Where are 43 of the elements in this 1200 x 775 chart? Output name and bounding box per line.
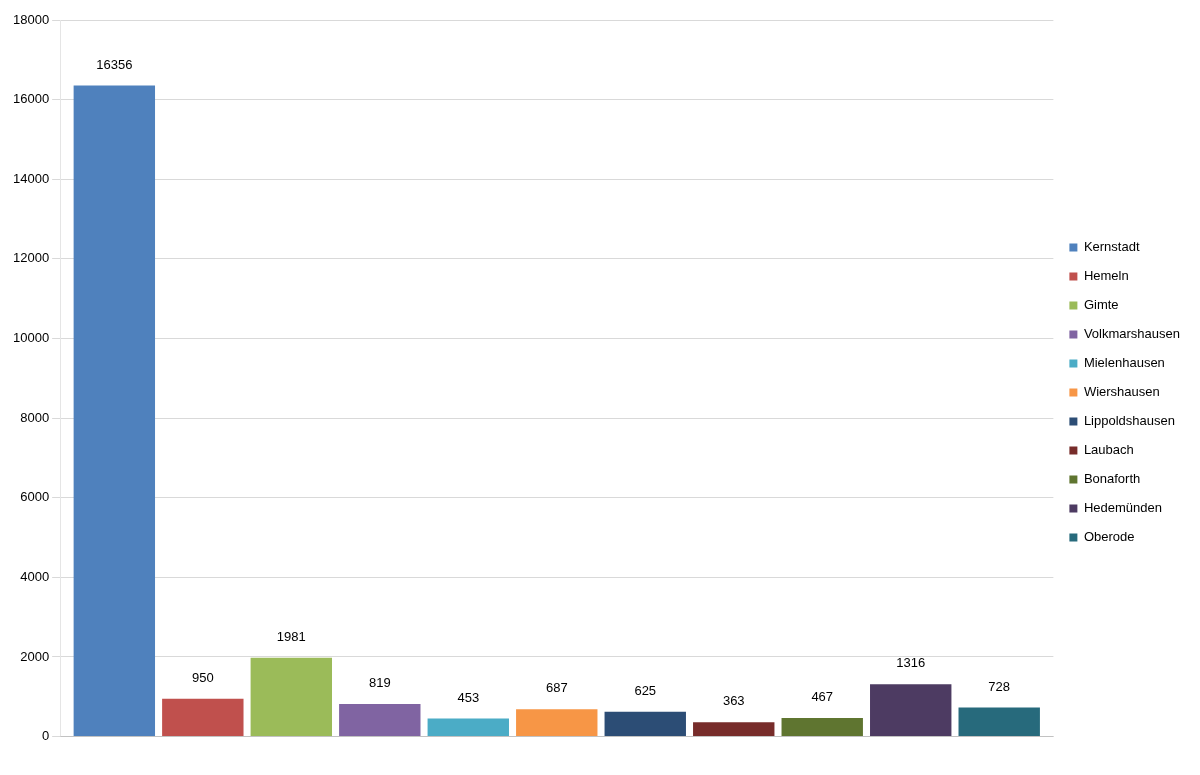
legend-label: Lippoldshausen (1083, 413, 1175, 429)
legend-label: Wiershausen (1083, 384, 1160, 400)
data-label: 1981 (276, 628, 306, 644)
legend-label: Volkmarshausen (1083, 326, 1181, 342)
y-tick-label: 2000 (20, 648, 50, 664)
y-tick-label: 12000 (12, 250, 50, 266)
y-tick-label: 6000 (20, 489, 50, 505)
y-tick-label: 18000 (12, 11, 50, 27)
y-tick-label: 10000 (12, 330, 50, 346)
legend-label: Kernstadt (1083, 239, 1140, 255)
data-label: 625 (634, 682, 657, 698)
bar (693, 722, 775, 737)
data-label: 467 (811, 689, 834, 705)
y-tick-label: 8000 (20, 409, 50, 425)
y-tick-label: 4000 (20, 568, 50, 584)
legend-label: Oberode (1083, 529, 1135, 545)
y-tick-label: 14000 (12, 170, 50, 186)
bar (250, 657, 333, 737)
bar (162, 698, 244, 737)
bar (73, 85, 156, 737)
bar (958, 707, 1040, 737)
y-tick-label: 0 (41, 728, 50, 744)
legend-label: Mielenhausen (1083, 355, 1165, 371)
data-label: 728 (988, 678, 1011, 694)
legend-label: Hedemünden (1083, 500, 1162, 516)
data-label: 363 (722, 693, 745, 709)
data-label: 16356 (96, 56, 133, 72)
legend-label: Bonaforth (1083, 471, 1141, 487)
legend-label: Gimte (1083, 297, 1119, 313)
bar (604, 711, 686, 737)
bar (339, 704, 421, 737)
data-label: 453 (457, 689, 480, 705)
y-tick-label: 16000 (12, 91, 50, 107)
data-label: 1316 (896, 655, 926, 671)
legend-label: Laubach (1083, 442, 1134, 458)
data-label: 687 (545, 680, 568, 696)
bar (427, 718, 509, 737)
data-label: 950 (191, 669, 214, 685)
bar (516, 709, 598, 737)
bar (870, 684, 952, 737)
bar (781, 718, 863, 737)
legend-label: Hemeln (1083, 268, 1129, 284)
data-label: 819 (368, 675, 391, 691)
